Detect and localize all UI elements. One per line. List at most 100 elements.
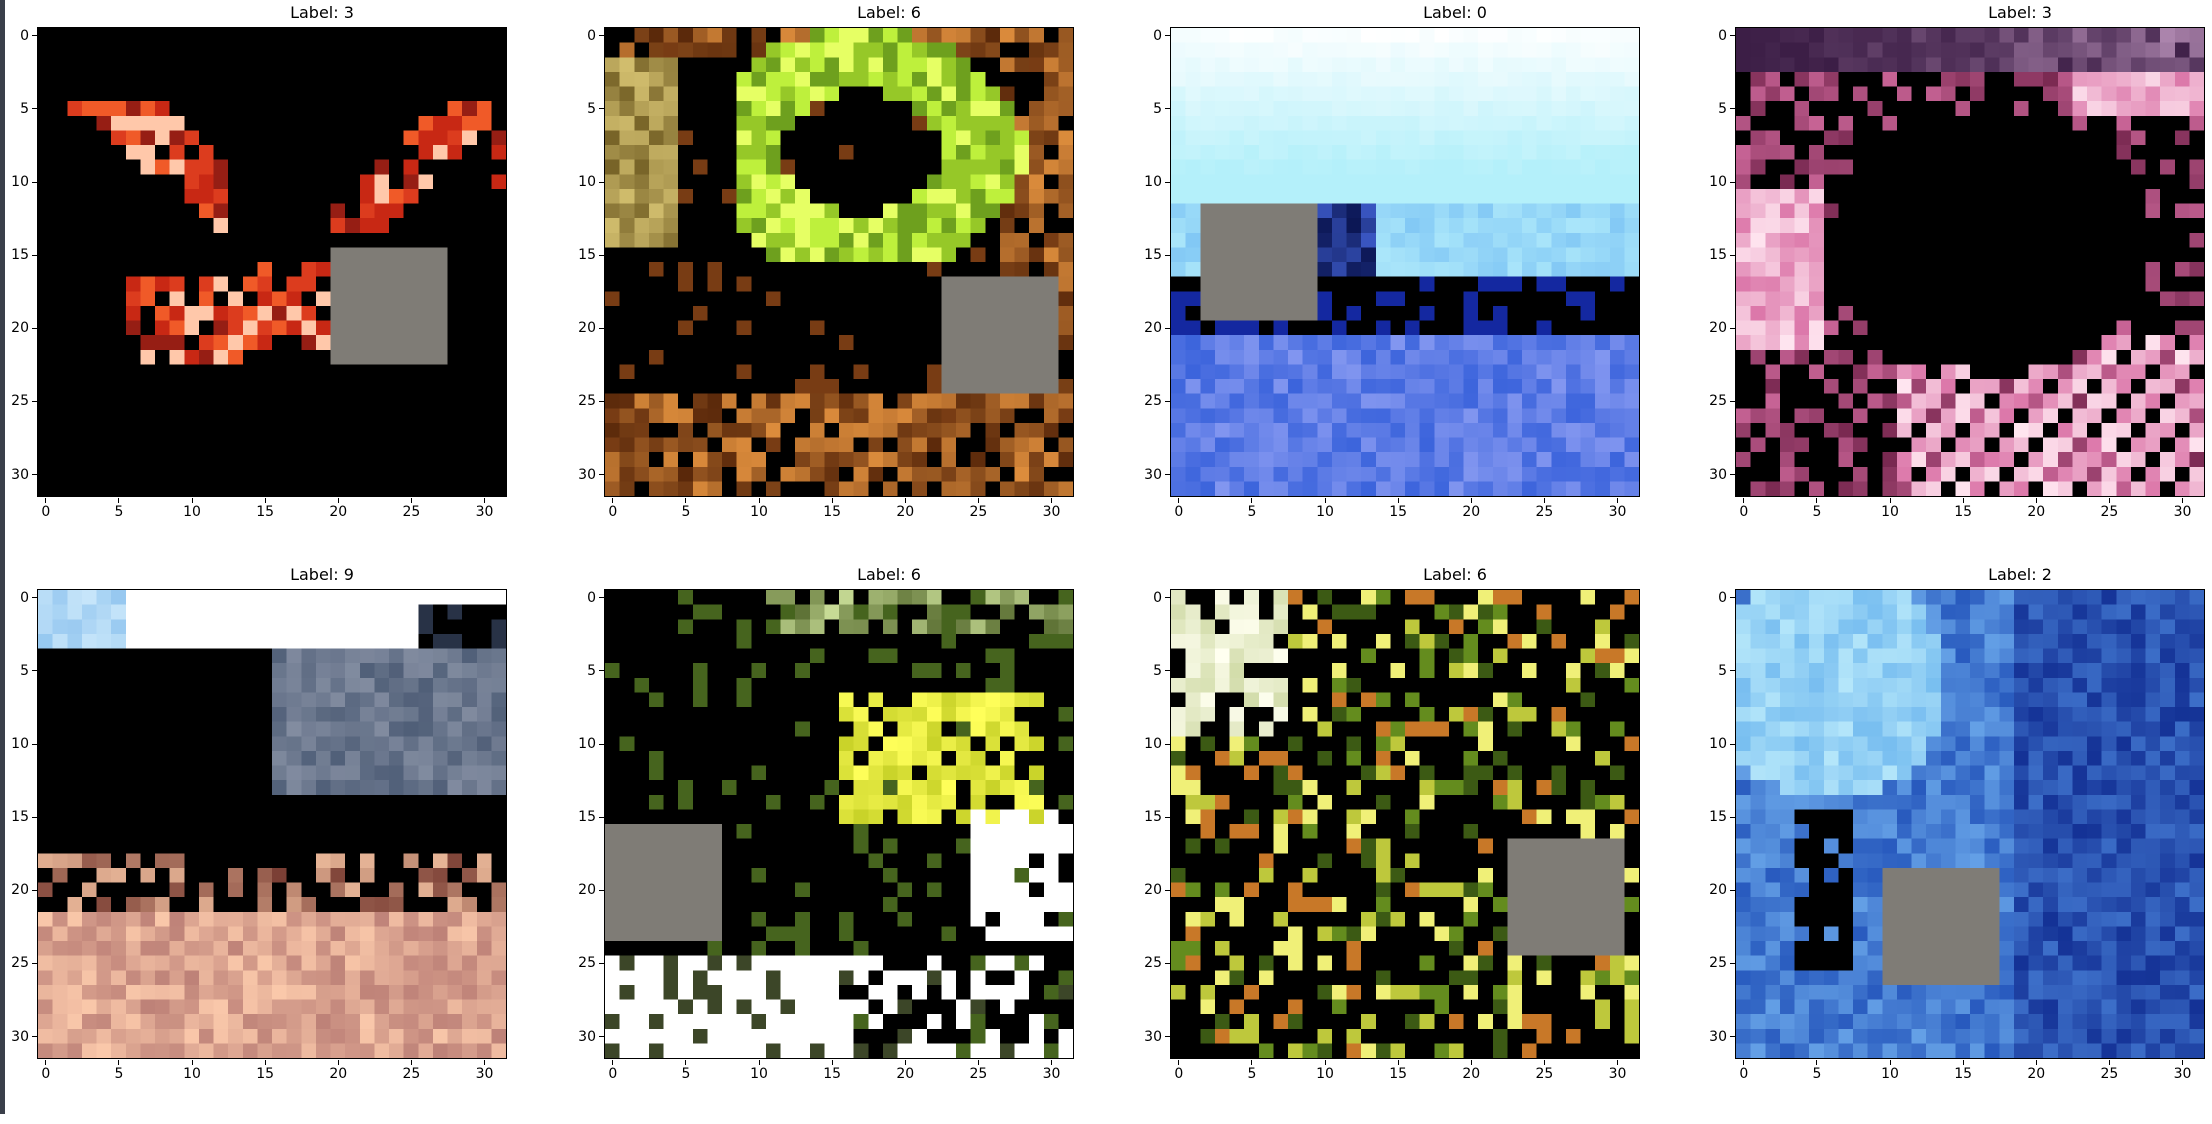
y-axis-tick-label: 25 xyxy=(11,393,29,410)
x-axis-tick-label: 30 xyxy=(475,504,494,520)
y-axis-tick xyxy=(1730,108,1735,110)
y-axis-tick-label: 30 xyxy=(1144,466,1162,483)
y-axis-tick-label: 20 xyxy=(1144,320,1162,337)
x-axis-tick xyxy=(1051,498,1053,503)
y-axis-tick xyxy=(599,597,604,599)
y-axis-tick xyxy=(1165,35,1170,37)
y-axis-tick xyxy=(1165,816,1170,818)
y-axis-tick-label: 30 xyxy=(578,1028,596,1045)
y-axis-tick-label: 30 xyxy=(11,1028,29,1045)
x-axis-tick-label: 30 xyxy=(2173,504,2192,520)
x-axis-tick-label: 5 xyxy=(1247,504,1257,520)
x-axis-tick xyxy=(337,498,339,503)
image-frame xyxy=(604,589,1074,1059)
x-axis-tick-label: 25 xyxy=(1535,504,1554,520)
x-axis-tick-label: 15 xyxy=(256,1066,275,1082)
y-axis-tick-label: 25 xyxy=(1144,393,1162,410)
x-axis-tick xyxy=(1543,1060,1545,1065)
y-axis-tick xyxy=(32,474,37,476)
y-axis-tick xyxy=(1165,743,1170,745)
image-frame xyxy=(1170,27,1640,497)
y-axis-tick xyxy=(599,670,604,672)
y-axis-tick xyxy=(599,181,604,183)
x-axis-tick xyxy=(904,498,906,503)
x-axis-tick-label: 20 xyxy=(1462,504,1481,520)
x-axis-tick-label: 15 xyxy=(256,504,275,520)
x-axis-tick xyxy=(1816,1060,1818,1065)
x-axis-tick xyxy=(1962,498,1964,503)
y-axis-tick-label: 20 xyxy=(11,882,29,899)
x-axis-tick-label: 0 xyxy=(1739,1066,1749,1082)
y-axis-tick xyxy=(599,816,604,818)
x-axis-tick xyxy=(410,1060,412,1065)
x-axis-tick xyxy=(2182,1060,2184,1065)
y-axis-tick xyxy=(32,816,37,818)
y-axis-tick xyxy=(599,327,604,329)
x-axis-tick xyxy=(2035,1060,2037,1065)
y-axis-tick-label: 5 xyxy=(1153,662,1162,679)
x-axis-tick xyxy=(118,1060,120,1065)
image-panel-1: Label: 3 0 5 10 15 20 25 30 0 5 10 15 20 25 30 xyxy=(11,2,637,562)
y-axis-tick-label: 0 xyxy=(587,589,596,606)
y-axis-tick xyxy=(599,474,604,476)
panel-title: Label: 2 xyxy=(1988,565,2052,584)
y-axis-tick xyxy=(1730,327,1735,329)
image-panel-7: Label: 6 0 5 10 15 20 25 30 0 5 10 15 20 25 30 xyxy=(1144,564,1770,1124)
y-axis-tick-label: 10 xyxy=(1144,174,1162,191)
x-axis-tick-label: 5 xyxy=(681,1066,691,1082)
x-axis-tick xyxy=(2108,1060,2110,1065)
x-axis-tick-label: 0 xyxy=(41,1066,51,1082)
x-axis-tick-label: 5 xyxy=(114,1066,124,1082)
image-frame xyxy=(37,27,507,497)
x-axis-tick-label: 10 xyxy=(183,1066,201,1082)
x-axis-tick xyxy=(1743,498,1745,503)
x-axis-tick-label: 10 xyxy=(1881,504,1899,520)
image-frame xyxy=(1170,589,1640,1059)
x-axis-tick xyxy=(484,498,486,503)
y-axis-tick xyxy=(1165,400,1170,402)
x-axis-tick-label: 20 xyxy=(896,1066,915,1082)
x-axis-tick xyxy=(758,1060,760,1065)
y-axis-tick xyxy=(1730,400,1735,402)
image-canvas xyxy=(605,28,1073,496)
y-axis-tick xyxy=(32,889,37,891)
y-axis-tick xyxy=(1165,670,1170,672)
y-axis-tick-label: 20 xyxy=(11,320,29,337)
y-axis-tick-label: 5 xyxy=(20,100,29,117)
panel-title: Label: 9 xyxy=(290,565,354,584)
x-axis-tick-label: 5 xyxy=(1247,1066,1257,1082)
y-axis-tick-label: 5 xyxy=(1718,100,1727,117)
y-axis-tick xyxy=(1730,816,1735,818)
y-axis-tick xyxy=(1165,254,1170,256)
image-frame xyxy=(1735,27,2205,497)
y-axis-tick xyxy=(1730,743,1735,745)
x-axis-tick xyxy=(1617,1060,1619,1065)
x-axis-tick-label: 0 xyxy=(608,1066,618,1082)
x-axis-tick-label: 0 xyxy=(608,504,618,520)
y-axis-tick-label: 10 xyxy=(1709,174,1727,191)
y-axis-tick xyxy=(599,962,604,964)
x-axis-tick-label: 25 xyxy=(969,1066,988,1082)
y-axis-tick-label: 10 xyxy=(1144,736,1162,753)
x-axis-tick xyxy=(1470,1060,1472,1065)
y-axis-tick-label: 15 xyxy=(1144,809,1162,826)
x-axis-tick xyxy=(264,1060,266,1065)
y-axis-tick-label: 30 xyxy=(11,466,29,483)
y-axis-tick-label: 25 xyxy=(578,955,596,972)
x-axis-tick-label: 0 xyxy=(1174,504,1184,520)
x-axis-tick-label: 10 xyxy=(1316,1066,1334,1082)
x-axis-tick xyxy=(1051,1060,1053,1065)
x-axis-tick-label: 5 xyxy=(1812,504,1822,520)
y-axis-tick-label: 5 xyxy=(1718,662,1727,679)
x-axis-tick xyxy=(1889,498,1891,503)
image-canvas xyxy=(1736,590,2204,1058)
x-axis-tick xyxy=(1470,498,1472,503)
x-axis-tick-label: 30 xyxy=(2173,1066,2192,1082)
x-axis-tick xyxy=(1962,1060,1964,1065)
y-axis-tick xyxy=(1165,474,1170,476)
y-axis-tick xyxy=(32,597,37,599)
y-axis-tick xyxy=(599,1036,604,1038)
image-canvas xyxy=(38,28,506,496)
y-axis-tick-label: 15 xyxy=(578,247,596,264)
x-axis-tick-label: 30 xyxy=(1042,1066,1061,1082)
